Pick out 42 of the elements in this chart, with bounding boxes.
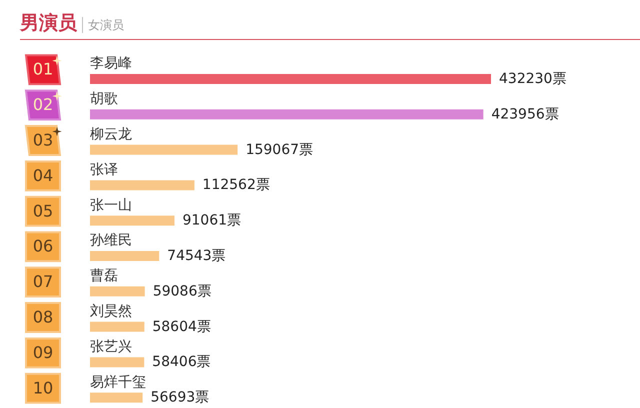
bar [90,322,144,332]
text: 05 [32,201,54,220]
data-label: 56693票 [150,390,210,406]
y-tick-label: 柳云龙 [90,126,132,142]
text: 09 [32,342,54,362]
y-tick-label: 张艺兴 [90,338,132,355]
data-label: 112562票 [202,177,270,194]
bar [90,357,144,368]
text: 04 [32,166,54,185]
data-label: 58406票 [152,354,211,370]
chart-subtitle: 女演员 [82,17,124,33]
y-tick-label: 张译 [90,162,118,178]
bar [90,74,491,84]
bar [90,286,145,296]
bar [90,180,194,190]
data-label: 159067票 [246,142,314,158]
text: 06 [32,236,54,256]
y-tick-label: 李易峰 [90,56,132,72]
data-label: 423956票 [491,106,559,122]
y-tick-label: 曹磊 [90,268,118,284]
y-tick-label: 刘昊然 [90,304,132,320]
y-tick-label: 张一山 [90,197,132,214]
bar [90,251,160,261]
bar [90,392,143,403]
y-tick-label: 胡歌 [90,91,118,108]
bar [90,216,174,226]
y-tick-label: 孙维民 [90,232,132,249]
data-label: 91061票 [182,212,242,229]
data-label: 432230票 [499,71,566,87]
data-label: 59086票 [152,283,212,300]
text: 07 [32,272,54,292]
data-label: 58604票 [152,318,211,335]
chart-title: 男演员 [20,11,77,36]
text: 01 [32,60,54,79]
text: 03 [32,130,54,150]
text: 10 [32,378,54,398]
text: 02 [32,95,54,114]
y-tick-label: 易烊千玺 [90,374,146,390]
bar [90,144,238,155]
bar [90,109,484,120]
text: 08 [32,308,54,326]
data-label: 74543票 [167,248,226,264]
